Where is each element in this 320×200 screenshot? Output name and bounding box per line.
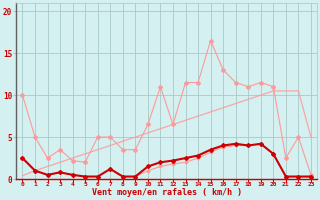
X-axis label: Vent moyen/en rafales ( km/h ): Vent moyen/en rafales ( km/h ) [92, 188, 242, 197]
